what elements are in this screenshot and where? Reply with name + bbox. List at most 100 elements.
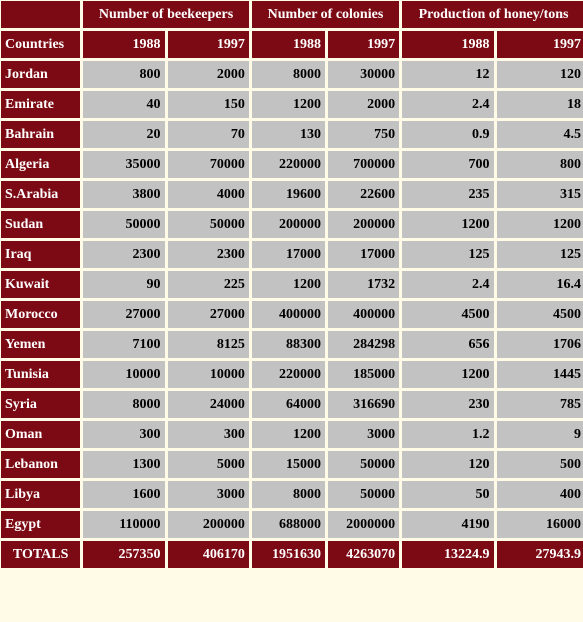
data-cell: 50000 xyxy=(327,451,400,478)
data-cell: 17000 xyxy=(251,241,325,268)
data-cell: 230 xyxy=(402,391,494,418)
data-cell: 40 xyxy=(83,91,165,118)
data-cell: 9 xyxy=(496,421,583,448)
countries-header: Countries xyxy=(1,31,81,58)
data-cell: 110000 xyxy=(83,511,165,538)
data-cell: 1445 xyxy=(496,361,583,388)
data-cell: 8000 xyxy=(83,391,165,418)
data-cell: 27000 xyxy=(83,301,165,328)
data-cell: 1200 xyxy=(402,211,494,238)
data-cell: 88300 xyxy=(251,331,325,358)
data-cell: 200000 xyxy=(251,211,325,238)
total-value: 27943.9 xyxy=(496,541,583,568)
country-label: Oman xyxy=(1,421,81,448)
data-cell: 50 xyxy=(402,481,494,508)
data-cell: 64000 xyxy=(251,391,325,418)
table-row: Yemen 7100 8125 88300 284298 656 1706 xyxy=(1,331,583,358)
country-label: Algeria xyxy=(1,151,81,178)
data-cell: 8000 xyxy=(251,61,325,88)
totals-label: TOTALS xyxy=(1,541,81,568)
table-row: Kuwait 90 225 1200 1732 2.4 16.4 xyxy=(1,271,583,298)
data-cell: 235 xyxy=(402,181,494,208)
country-label: Jordan xyxy=(1,61,81,88)
data-cell: 688000 xyxy=(251,511,325,538)
data-cell: 2300 xyxy=(83,241,165,268)
country-label: S.Arabia xyxy=(1,181,81,208)
group-header: Number of beekeepers xyxy=(83,1,249,28)
data-cell: 4000 xyxy=(167,181,249,208)
data-cell: 8000 xyxy=(251,481,325,508)
table-row: Emirate 40 150 1200 2000 2.4 18 xyxy=(1,91,583,118)
data-cell: 1200 xyxy=(496,211,583,238)
data-cell: 500 xyxy=(496,451,583,478)
data-cell: 1732 xyxy=(327,271,400,298)
data-cell: 20 xyxy=(83,121,165,148)
total-value: 13224.9 xyxy=(402,541,494,568)
data-cell: 656 xyxy=(402,331,494,358)
year-header: 1997 xyxy=(327,31,400,58)
country-label: Libya xyxy=(1,481,81,508)
data-cell: 120 xyxy=(496,61,583,88)
data-cell: 2.4 xyxy=(402,91,494,118)
data-cell: 800 xyxy=(496,151,583,178)
data-cell: 50000 xyxy=(327,481,400,508)
data-cell: 90 xyxy=(83,271,165,298)
data-cell: 300 xyxy=(83,421,165,448)
data-cell: 120 xyxy=(402,451,494,478)
table-row: Tunisia 10000 10000 220000 185000 1200 1445 xyxy=(1,361,583,388)
data-cell: 1706 xyxy=(496,331,583,358)
data-cell: 1200 xyxy=(402,361,494,388)
data-cell: 5000 xyxy=(167,451,249,478)
data-cell: 24000 xyxy=(167,391,249,418)
country-label: Yemen xyxy=(1,331,81,358)
data-cell: 3000 xyxy=(327,421,400,448)
data-cell: 125 xyxy=(496,241,583,268)
year-header: 1988 xyxy=(83,31,165,58)
table-row: Syria 8000 24000 64000 316690 230 785 xyxy=(1,391,583,418)
data-cell: 750 xyxy=(327,121,400,148)
country-label: Tunisia xyxy=(1,361,81,388)
group-header: Production of honey/tons xyxy=(402,1,583,28)
data-cell: 4500 xyxy=(496,301,583,328)
honey-production-table: Number of beekeepers Number of colonies … xyxy=(1,1,583,568)
table-row: Egypt 110000 200000 688000 2000000 4190 16000 xyxy=(1,511,583,538)
table-row: Algeria 35000 70000 220000 700000 700 800 xyxy=(1,151,583,178)
data-cell: 800 xyxy=(83,61,165,88)
data-cell: 1200 xyxy=(251,271,325,298)
data-cell: 2000 xyxy=(167,61,249,88)
data-cell: 16.4 xyxy=(496,271,583,298)
data-cell: 10000 xyxy=(83,361,165,388)
data-cell: 7100 xyxy=(83,331,165,358)
data-cell: 30000 xyxy=(327,61,400,88)
table-row: Bahrain 20 70 130 750 0.9 4.5 xyxy=(1,121,583,148)
data-cell: 70 xyxy=(167,121,249,148)
data-cell: 12 xyxy=(402,61,494,88)
data-cell: 2300 xyxy=(167,241,249,268)
group-header-row: Number of beekeepers Number of colonies … xyxy=(1,1,583,28)
data-cell: 400000 xyxy=(251,301,325,328)
year-header: 1988 xyxy=(402,31,494,58)
data-cell: 4500 xyxy=(402,301,494,328)
table-row: Lebanon 1300 5000 15000 50000 120 500 xyxy=(1,451,583,478)
data-cell: 1.2 xyxy=(402,421,494,448)
group-header: Number of colonies xyxy=(251,1,400,28)
data-cell: 125 xyxy=(402,241,494,268)
table-body: Jordan 800 2000 8000 30000 12 120 Emirate 40 150 1… xyxy=(1,61,583,538)
table-row: Sudan 50000 50000 200000 200000 1200 1200 xyxy=(1,211,583,238)
year-header: 1997 xyxy=(496,31,583,58)
data-cell: 8125 xyxy=(167,331,249,358)
data-cell: 400000 xyxy=(327,301,400,328)
data-cell: 785 xyxy=(496,391,583,418)
country-label: Kuwait xyxy=(1,271,81,298)
data-cell: 2000 xyxy=(327,91,400,118)
data-cell: 700000 xyxy=(327,151,400,178)
table-row: S.Arabia 3800 4000 19600 22600 235 315 xyxy=(1,181,583,208)
country-label: Bahrain xyxy=(1,121,81,148)
year-header-row: Countries 1988 1997 1988 1997 1988 1997 xyxy=(1,31,583,58)
data-cell: 185000 xyxy=(327,361,400,388)
data-cell: 16000 xyxy=(496,511,583,538)
data-cell: 220000 xyxy=(251,361,325,388)
data-cell: 15000 xyxy=(251,451,325,478)
country-label: Sudan xyxy=(1,211,81,238)
data-cell: 315 xyxy=(496,181,583,208)
